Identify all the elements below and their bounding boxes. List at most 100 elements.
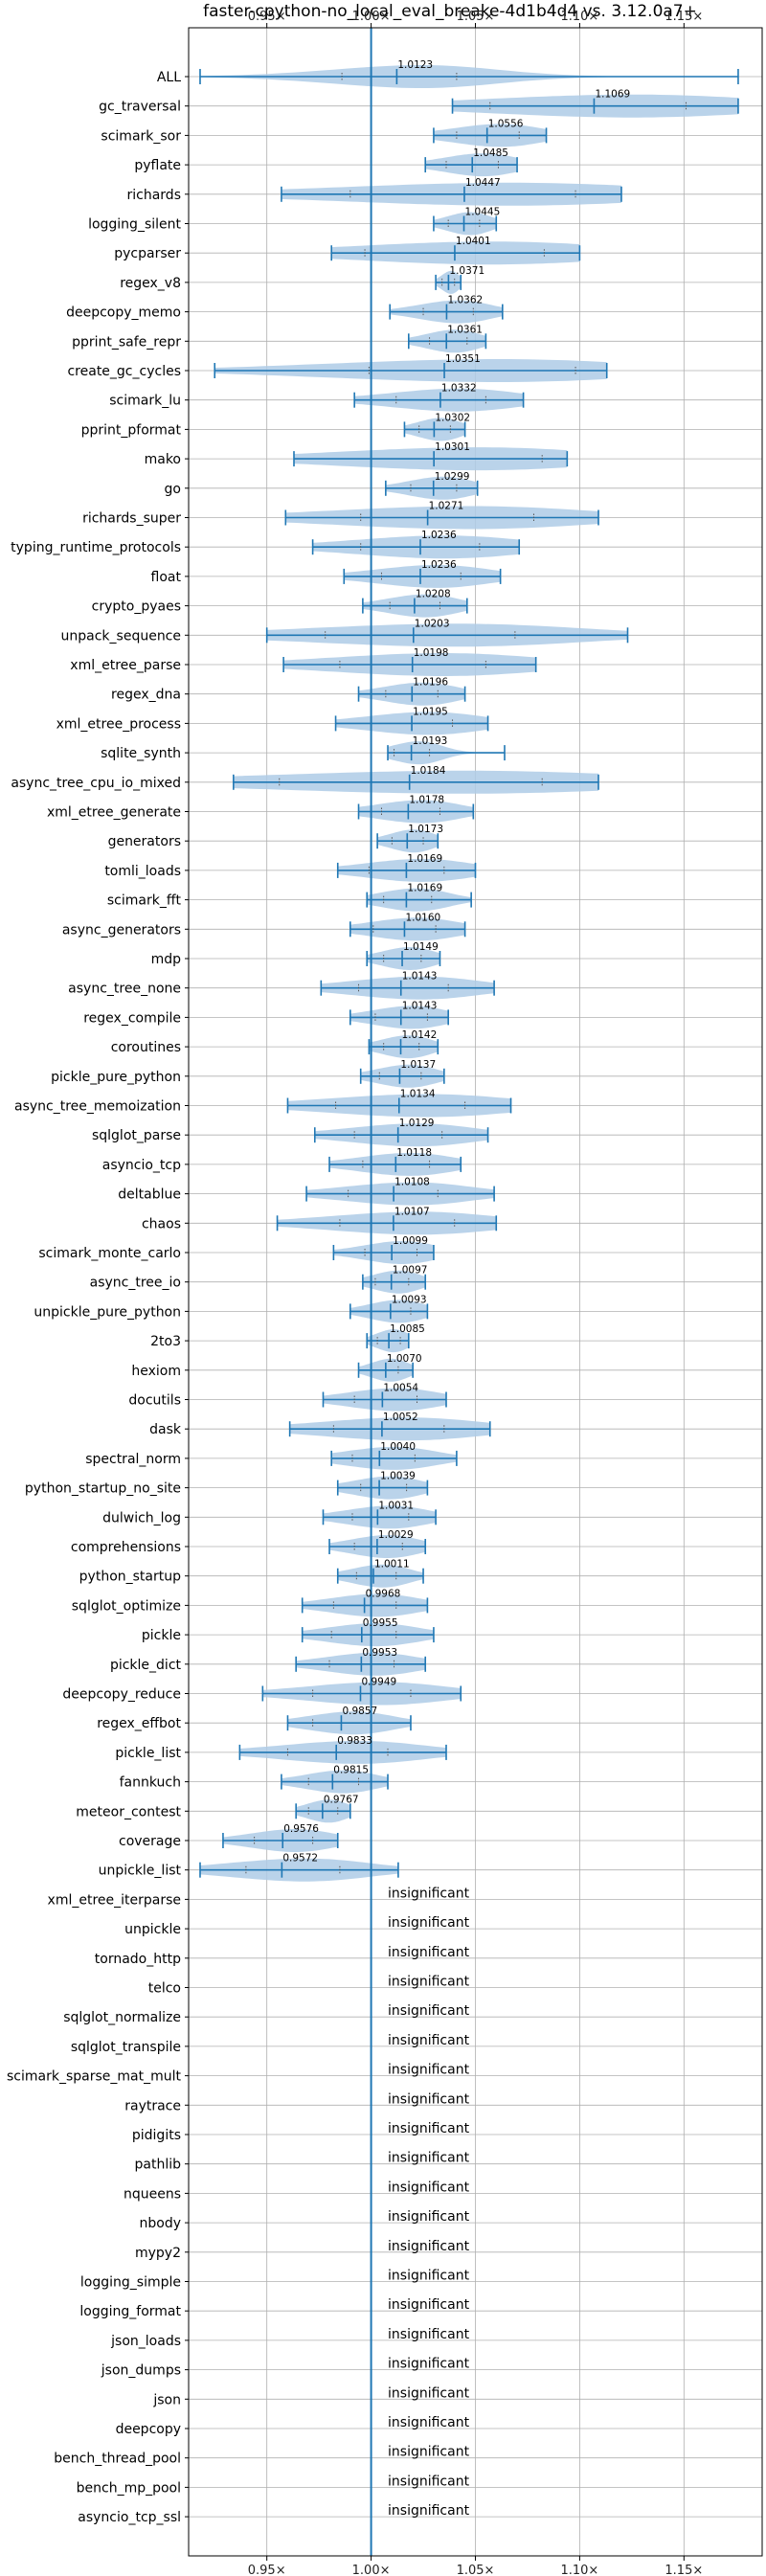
insignificant-label: insignificant <box>388 2239 470 2254</box>
value-label: 1.0178 <box>409 795 444 806</box>
value-label: 1.0203 <box>415 618 450 629</box>
value-label: 1.0169 <box>407 883 442 894</box>
value-label: 1.0173 <box>408 824 443 835</box>
row-label: mypy2 <box>135 2246 181 2261</box>
row-label: async_generators <box>62 922 181 938</box>
x-tick-label-bottom: 1.00× <box>352 2564 391 2576</box>
row-label: unpickle <box>124 1922 181 1937</box>
value-label: 1.0011 <box>374 1559 410 1570</box>
x-tick-label-top: 0.95× <box>248 10 286 24</box>
row-label: mdp <box>151 952 182 967</box>
row-label: unpack_sequence <box>61 628 181 644</box>
row-label: raytrace <box>124 2098 181 2113</box>
value-label: 1.0085 <box>390 1323 425 1335</box>
value-label: 0.9833 <box>337 1735 372 1747</box>
insignificant-label: insignificant <box>388 2151 470 2166</box>
value-label: 1.0108 <box>394 1177 430 1188</box>
row-label: chaos <box>142 1216 181 1232</box>
row-label: xml_etree_process <box>56 716 181 732</box>
row-label: pidigits <box>132 2128 181 2143</box>
row-label: generators <box>108 834 181 849</box>
row-label: asyncio_tcp <box>102 1158 181 1173</box>
x-tick-label-bottom: 1.15× <box>665 2564 703 2576</box>
insignificant-label: insignificant <box>388 2269 470 2284</box>
value-label: 1.0031 <box>378 1500 414 1511</box>
value-label: 1.0351 <box>445 353 481 365</box>
row-label: telco <box>148 1981 181 1997</box>
value-label: 0.9955 <box>363 1617 398 1629</box>
value-label: 1.0401 <box>456 236 491 247</box>
row-label: unpickle_list <box>99 1864 182 1879</box>
row-label: go <box>165 482 181 497</box>
row-label: logging_format <box>79 2304 181 2319</box>
row-label: comprehensions <box>71 1540 181 1555</box>
row-label: richards_super <box>82 511 181 527</box>
row-label: pickle_list <box>115 1746 181 1761</box>
insignificant-label: insignificant <box>388 2357 470 2372</box>
row-label: pprint_pformat <box>81 422 182 438</box>
insignificant-label: insignificant <box>388 2121 470 2136</box>
value-label: 1.0143 <box>402 1000 438 1011</box>
value-label: 1.0160 <box>405 912 440 923</box>
value-label: 0.9953 <box>362 1647 397 1659</box>
value-label: 1.1069 <box>595 89 630 101</box>
insignificant-label: insignificant <box>388 2297 470 2313</box>
value-label: 1.0142 <box>402 1029 438 1041</box>
x-tick-label-bottom: 1.05× <box>457 2564 495 2576</box>
value-label: 1.0302 <box>435 412 470 423</box>
row-label: deepcopy <box>116 2422 181 2437</box>
row-label: gc_traversal <box>99 100 181 115</box>
row-label: fannkuch <box>120 1775 181 1791</box>
x-tick-label-bottom: 0.95× <box>248 2564 286 2576</box>
row-label: asyncio_tcp_ssl <box>78 2510 181 2525</box>
row-label: typing_runtime_protocols <box>11 540 181 555</box>
value-label: 1.0134 <box>400 1089 436 1100</box>
value-label: 1.0107 <box>394 1206 430 1217</box>
value-label: 1.0301 <box>435 441 470 453</box>
row-label: json <box>152 2392 181 2407</box>
row-label: async_tree_none <box>68 982 181 997</box>
row-label: deepcopy_memo <box>66 305 181 321</box>
row-label: python_startup <box>79 1570 181 1585</box>
row-label: json_loads <box>110 2334 181 2349</box>
axis-layer: 0.95× 0.95× 1.00× 1.00× 1.05× 1.05× 1.10× 1.10×… <box>185 10 703 2576</box>
value-label: 1.0149 <box>403 941 439 953</box>
value-label: 1.0039 <box>380 1471 416 1482</box>
row-label: sqlglot_transpile <box>71 2040 181 2055</box>
value-label: 1.0447 <box>465 177 501 189</box>
row-label: sqlglot_optimize <box>72 1598 181 1614</box>
row-label: async_tree_cpu_io_mixed <box>11 776 181 791</box>
value-label: 1.0118 <box>396 1147 432 1159</box>
insignificant-label: insignificant <box>388 2063 470 2078</box>
value-label: 1.0143 <box>402 971 438 983</box>
value-label: 1.0556 <box>488 118 524 129</box>
row-label: pathlib <box>135 2158 182 2173</box>
row-label: create_gc_cycles <box>67 364 181 379</box>
row-label: dulwich_log <box>102 1510 181 1525</box>
value-label: 1.0198 <box>414 647 449 659</box>
row-label: scimark_sparse_mat_mult <box>7 2069 181 2085</box>
row-label: async_tree_io <box>90 1276 181 1291</box>
value-label: 1.0070 <box>387 1353 422 1365</box>
row-label: coroutines <box>111 1040 181 1055</box>
value-label: 1.0236 <box>421 530 457 541</box>
value-label: 1.0371 <box>449 265 484 277</box>
row-label: pprint_safe_repr <box>72 334 181 350</box>
insignificant-label: insignificant <box>388 2180 470 2195</box>
insignificant-label: insignificant <box>388 2209 470 2225</box>
row-label: logging_silent <box>88 217 181 233</box>
value-label: 1.0193 <box>413 735 448 747</box>
row-label: deepcopy_reduce <box>62 1687 181 1703</box>
row-label: unpickle_pure_python <box>34 1304 181 1320</box>
value-label: 0.9572 <box>282 1853 318 1864</box>
value-label: 1.0196 <box>413 677 448 689</box>
violin-layer <box>199 28 739 2556</box>
row-label: mako <box>145 452 181 467</box>
x-tick-label-top: 1.00× <box>352 10 391 24</box>
row-label: pycparser <box>114 246 181 261</box>
row-label: pickle_dict <box>110 1658 182 1673</box>
x-tick-label-top: 1.05× <box>457 10 495 24</box>
row-label: scimark_lu <box>109 394 181 409</box>
value-label: 1.0184 <box>411 765 446 777</box>
insignificant-label: insignificant <box>388 2327 470 2342</box>
